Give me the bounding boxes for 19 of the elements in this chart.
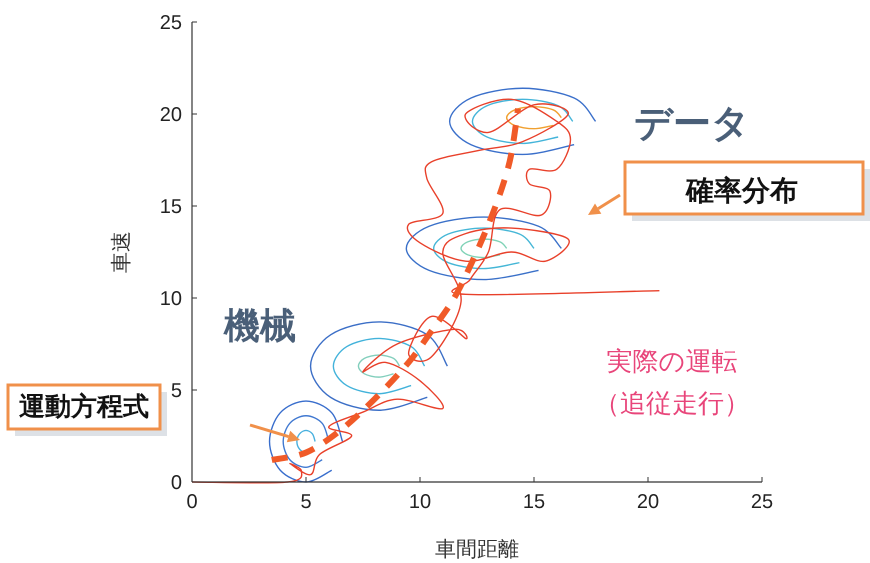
x-tick-label: 10 [408, 491, 432, 513]
x-axis-title: 車間距離 [435, 538, 519, 561]
x-tick-label: 5 [300, 491, 312, 513]
x-tick-label: 20 [636, 491, 660, 513]
annotation: 確率分布 [685, 175, 798, 206]
y-tick-label: 0 [170, 472, 182, 494]
y-axis-title: 車速 [110, 231, 133, 273]
annotation: 確率分布 [588, 160, 870, 221]
x-tick-label: 0 [186, 491, 198, 513]
y-tick-label: 15 [160, 196, 182, 218]
annotation: 実際の運転（追従走行） [594, 346, 750, 418]
annotation: 機械 [224, 305, 296, 346]
annotation: データ [634, 103, 750, 145]
x-tick-label: 25 [750, 491, 774, 513]
y-tick-label: 10 [160, 288, 182, 310]
y-tick-label: 20 [160, 104, 182, 126]
y-tick-label: 25 [160, 12, 182, 34]
x-tick-label: 15 [522, 491, 546, 513]
y-tick-label: 5 [170, 380, 182, 402]
